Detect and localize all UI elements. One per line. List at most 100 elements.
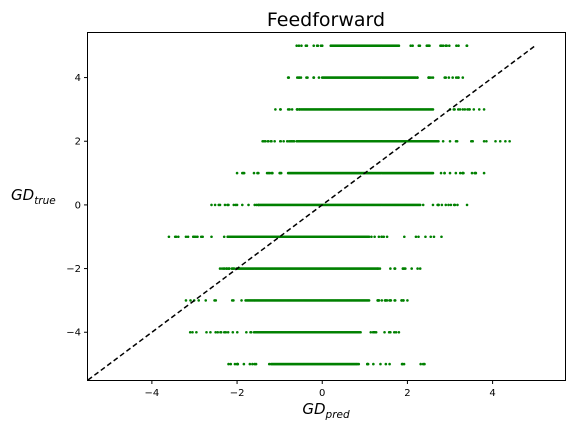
scatter-point [290, 139, 294, 143]
scatter-point [384, 362, 388, 366]
scatter-point [379, 362, 382, 366]
scatter-point [448, 171, 452, 175]
scatter-point [279, 108, 282, 111]
scatter-point [224, 267, 228, 270]
x-tick-label: 0 [319, 388, 325, 399]
scatter-point [421, 203, 425, 207]
scatter-point [195, 330, 198, 334]
scatter-point [447, 76, 451, 79]
scatter-points [167, 44, 511, 366]
scatter-point [285, 139, 289, 143]
scatter-point [268, 171, 272, 175]
scatter-point [226, 330, 230, 334]
scatter-point [249, 330, 253, 334]
scatter-point [231, 330, 235, 334]
scatter-point [210, 235, 213, 239]
scatter-point [431, 171, 435, 175]
scatter-point [468, 108, 471, 111]
scatter-point [451, 76, 454, 79]
scatter-point [230, 299, 234, 302]
scatter-point [452, 108, 456, 111]
scatter-point [241, 171, 244, 175]
scatter-point [255, 203, 258, 207]
scatter-point [229, 362, 233, 366]
scatter-point [411, 44, 414, 48]
scatter-point [431, 108, 435, 111]
scatter-point [286, 108, 290, 111]
scatter-point [173, 235, 177, 239]
scatter-point [485, 139, 488, 143]
scatter-point [233, 362, 237, 366]
scatter-point [457, 76, 460, 79]
x-axis: −4 −2 0 2 4 [145, 380, 496, 399]
y-axis-label-sub: true [34, 195, 56, 207]
plot-area-frame [87, 32, 566, 381]
y-tick-label: 2 [75, 137, 81, 148]
scatter-point [454, 139, 458, 143]
scatter-point [232, 203, 236, 207]
scatter-point [273, 139, 276, 143]
scatter-point [427, 76, 430, 79]
reference-line [87, 45, 536, 381]
scatter-point [397, 44, 401, 48]
scatter-point [382, 235, 386, 239]
scatter-point [222, 267, 226, 270]
scatter-point [374, 330, 378, 334]
x-tick-label: −2 [230, 388, 245, 399]
scatter-point [440, 235, 443, 239]
scatter-point [409, 44, 412, 48]
scatter-point [419, 362, 422, 366]
scatter-point [463, 108, 467, 111]
scatter-point [477, 108, 481, 111]
scatter-point [388, 362, 391, 366]
x-axis-label: GDpred [302, 400, 350, 421]
scatter-point [417, 235, 420, 239]
scatter-point [384, 299, 388, 302]
scatter-point [199, 235, 203, 239]
scatter-point [414, 235, 418, 239]
scatter-point [298, 108, 302, 111]
scatter-point [367, 299, 371, 302]
scatter-point [494, 139, 497, 143]
scatter-point [261, 139, 264, 143]
scatter-point [393, 299, 396, 302]
scatter-point [472, 108, 476, 111]
scatter-point [425, 44, 429, 48]
scatter-point [429, 235, 433, 239]
scatter-point [252, 171, 256, 175]
scatter-point [242, 362, 246, 366]
scatter-point [457, 44, 460, 48]
scatter-point [482, 139, 486, 143]
scatter-point [274, 108, 277, 111]
scatter-point [290, 108, 294, 111]
scatter-point [393, 267, 397, 270]
scatter-point [305, 44, 309, 48]
scatter-point [437, 139, 440, 143]
scatter-point [466, 108, 469, 111]
scatter-point [461, 108, 465, 111]
scatter-point [194, 235, 198, 239]
scatter-point [218, 203, 222, 207]
scatter-point [369, 330, 373, 334]
scatter-point [317, 76, 321, 79]
scatter-point [177, 235, 180, 239]
scatter-point [227, 203, 230, 207]
scatter-point [213, 203, 217, 207]
scatter-point [417, 44, 421, 48]
scatter-point [401, 267, 405, 270]
scatter-point [465, 203, 469, 207]
scatter-point [474, 171, 477, 175]
scatter-point [267, 362, 271, 366]
scatter-point [440, 44, 443, 48]
scatter-point [449, 203, 453, 207]
y-tick-label: −2 [66, 264, 81, 275]
scatter-point [427, 44, 431, 48]
scatter-point [378, 267, 382, 270]
scatter-point [448, 139, 452, 143]
scatter-point [470, 171, 474, 175]
scatter-point [312, 44, 316, 48]
scatter-point [227, 362, 230, 366]
scatter-point [312, 76, 316, 79]
scatter-point [444, 76, 448, 79]
